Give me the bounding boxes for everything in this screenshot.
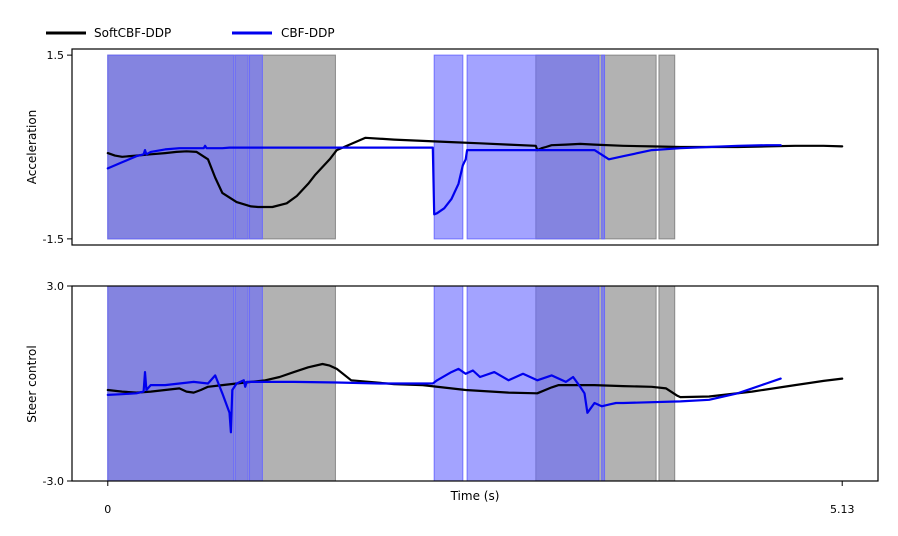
shade-cbf-5: [601, 286, 606, 481]
panel-steer-control: -3.03.0 0 5.13 Steer control Time (s): [25, 280, 879, 516]
x-tick-label: 0: [104, 503, 111, 516]
x-axis-label: Time (s): [450, 489, 500, 503]
y-axis: -1.5 1.5: [43, 49, 72, 246]
x-axis: 0 5.13: [104, 481, 854, 516]
plot-frame: [71, 285, 879, 482]
plot-frame: [71, 48, 879, 246]
series-line-cbf: [106, 144, 782, 216]
shade-cbf-5: [601, 54, 606, 240]
series-layer: [106, 136, 844, 216]
series-line-softcbf: [106, 136, 844, 209]
series-line-cbf: [106, 367, 782, 434]
legend-label-softcbf: SoftCBF-DDP: [94, 26, 171, 40]
shade-cbf-2: [249, 286, 263, 481]
shade-softcbf-2: [658, 286, 676, 481]
shade-cbf-0: [107, 54, 235, 240]
y-axis: -3.0 3.0: [43, 280, 72, 488]
shade-cbf-3: [433, 54, 464, 240]
shade-cbf-4: [466, 54, 600, 240]
x-tick-label: 5.13: [830, 503, 855, 516]
y-tick-label: -1.5: [43, 233, 64, 246]
legend: SoftCBF-DDP CBF-DDP: [46, 26, 335, 40]
shade-cbf-3: [433, 286, 464, 481]
y-tick-label: 3.0: [47, 280, 65, 293]
y-tick-label: 1.5: [47, 49, 65, 62]
panel-acceleration: -1.5 1.5 Acceleration: [25, 48, 879, 246]
legend-label-cbf: CBF-DDP: [281, 26, 335, 40]
y-tick-label: -3.0: [43, 475, 64, 488]
y-axis-label: Acceleration: [25, 110, 39, 185]
y-axis-label: Steer control: [25, 345, 39, 422]
series-layer: [106, 362, 844, 434]
series-line-softcbf: [106, 362, 844, 399]
